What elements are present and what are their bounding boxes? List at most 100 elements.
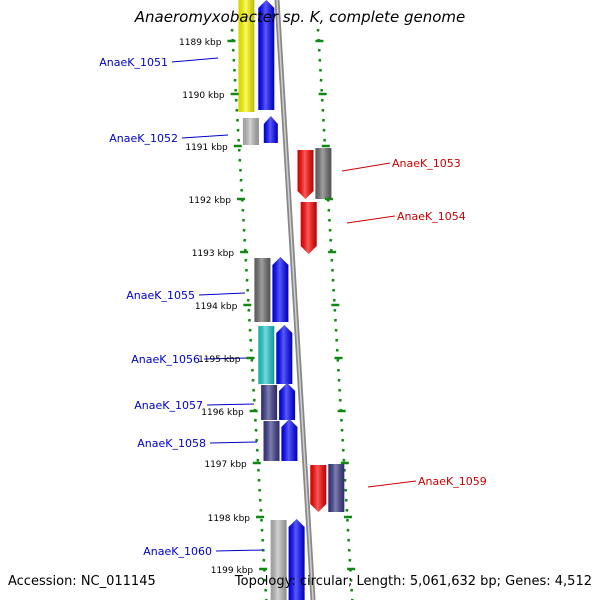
label-leader-line [367, 480, 417, 488]
label-leader-line [346, 215, 396, 224]
label-leader-line [171, 57, 219, 63]
gene-box-gray-shade [242, 118, 259, 145]
tick-dot [254, 428, 258, 432]
tick-dot [264, 588, 268, 592]
gene-box-navy-1059-shade [328, 464, 345, 512]
tick-dot [334, 328, 338, 332]
tick-dot [253, 418, 257, 422]
tick-dot [321, 108, 325, 112]
tick-dot [317, 48, 321, 52]
tick-dot [235, 118, 239, 122]
gene-arrow-1060-shade [288, 519, 305, 600]
gene-label: AnaeK_1058 [137, 437, 206, 450]
kbp-tick-label: 1191 kbp [185, 143, 228, 153]
tick-dot [316, 28, 320, 32]
tick-dot [338, 398, 342, 402]
tick-dot [232, 68, 236, 72]
tick-dot [256, 458, 260, 462]
kbp-tick-label: 1189 kbp [179, 38, 222, 48]
gene-box-navy-1057-shade [261, 385, 278, 420]
tick-dot [244, 258, 248, 262]
tick-dot [342, 458, 346, 462]
label-leader-line [206, 403, 255, 406]
tick-dot [347, 538, 351, 542]
tick-dot [252, 398, 256, 402]
label-leader-line [198, 292, 246, 296]
tick-dot [338, 388, 342, 392]
tick-dot [332, 298, 336, 302]
gene-arrow-1054-shade [300, 202, 317, 254]
tick-dot [255, 448, 259, 452]
backbone-highlight [276, 0, 314, 601]
gene-arrow-1053-shade [297, 150, 314, 199]
gene-box-cyan-shade [258, 326, 275, 384]
tick-dot [251, 378, 255, 382]
gene-arrow-1055-shade [272, 257, 289, 322]
tick-dot [248, 328, 252, 332]
tick-dot [329, 238, 333, 242]
tick-dot [330, 268, 334, 272]
tick-dot [328, 228, 332, 232]
tick-dot [330, 258, 334, 262]
tick-dot [250, 358, 254, 362]
tick-dot [259, 508, 263, 512]
topology-text: Topology: circular; Length: 5,061,632 bp… [234, 574, 592, 589]
tick-dot [333, 318, 337, 322]
gene-arrow-1052-shade [263, 116, 278, 143]
tick-dot [332, 288, 336, 292]
tick-dot [327, 208, 331, 212]
tick-dot [260, 528, 264, 532]
tick-dot [348, 558, 352, 562]
tick-dot [327, 218, 331, 222]
gene-arrow-1057-shade [279, 383, 296, 420]
tick-dot [241, 218, 245, 222]
tick-dot [320, 98, 324, 102]
tick-dot [323, 138, 327, 142]
tick-dot [350, 588, 354, 592]
tick-dot [247, 318, 251, 322]
gene-label: AnaeK_1054 [397, 210, 466, 223]
gene-label: AnaeK_1057 [134, 399, 203, 412]
right-tick-track [316, 28, 354, 602]
tick-dot [234, 98, 238, 102]
tick-dot [235, 108, 239, 112]
tick-dot [238, 168, 242, 172]
tick-dot [319, 78, 323, 82]
tick-dot [240, 188, 244, 192]
tick-dot [249, 338, 253, 342]
tick-dot [341, 448, 345, 452]
tick-dot [346, 528, 350, 532]
tick-dot [347, 548, 351, 552]
gene-box-gray-1053-shade [315, 148, 332, 199]
tick-dot [242, 228, 246, 232]
tick-dot [236, 128, 240, 132]
tick-dot [237, 138, 241, 142]
tick-dot [340, 428, 344, 432]
tick-dot [336, 358, 340, 362]
kbp-labels: 1189 kbp 1190 kbp 1191 kbp 1192 kbp 1193 kbp… [179, 38, 356, 576]
tick-dot [341, 438, 345, 442]
kbp-tick-label: 1192 kbp [189, 196, 232, 206]
label-leader-line [341, 162, 391, 172]
tick-dot [321, 118, 325, 122]
tick-dot [230, 28, 234, 32]
tick-dot [344, 498, 348, 502]
kbp-tick-label: 1195 kbp [198, 355, 241, 365]
tick-dot [258, 498, 262, 502]
gene-labels: AnaeK_1051 AnaeK_1052 AnaeK_1053 AnaeK_1054… [99, 56, 486, 558]
tick-dot [252, 388, 256, 392]
tick-dot [322, 128, 326, 132]
kbp-tick-label: 1190 kbp [182, 91, 225, 101]
gene-box-yellow-shade [238, 0, 255, 112]
kbp-tick-label: 1196 kbp [201, 408, 244, 418]
tick-dot [237, 148, 241, 152]
label-leader-line [203, 357, 249, 360]
gene-label: AnaeK_1059 [418, 475, 487, 488]
tick-dot [336, 368, 340, 372]
tick-dot [257, 478, 261, 482]
kbp-tick-label: 1194 kbp [195, 302, 238, 312]
tick-dot [258, 488, 262, 492]
gene-label: AnaeK_1051 [99, 56, 168, 69]
